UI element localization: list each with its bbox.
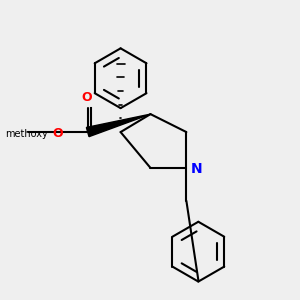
- Text: methoxy: methoxy: [5, 129, 48, 139]
- Text: O: O: [52, 127, 63, 140]
- Text: N: N: [191, 162, 203, 176]
- Polygon shape: [86, 114, 151, 137]
- Text: O: O: [81, 91, 92, 104]
